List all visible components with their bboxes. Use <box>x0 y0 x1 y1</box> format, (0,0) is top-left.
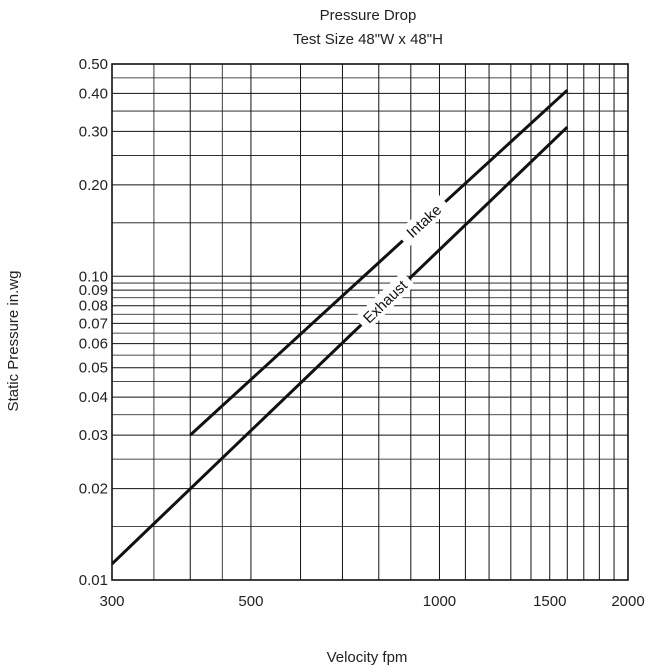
series-lines <box>110 89 569 565</box>
x-axis-label: Velocity fpm <box>327 649 408 666</box>
y-tick-label: 0.20 <box>79 177 108 194</box>
y-tick-label: 0.02 <box>79 481 108 498</box>
y-tick-label: 0.08 <box>79 298 108 315</box>
y-axis-label: Static Pressure in.wg <box>5 271 22 412</box>
series-label-bg <box>354 271 416 332</box>
x-tick-label: 2000 <box>611 593 644 610</box>
y-tick-label: 0.05 <box>79 360 108 377</box>
y-tick-label: 0.07 <box>79 315 108 332</box>
series-label-text: Exhaust <box>360 277 411 327</box>
x-tick-label: 1000 <box>423 593 456 610</box>
y-tick-label: 0.03 <box>79 427 108 444</box>
series-line-intake <box>189 89 569 437</box>
y-tick-labels: 0.01 0.02 0.03 0.04 0.05 0.06 0.070.080.090.10… <box>79 56 108 589</box>
series-label-bg <box>396 194 452 248</box>
grid-minor-y <box>112 77 628 527</box>
chart-title: Pressure Drop <box>320 7 417 24</box>
x-tick-label: 300 <box>99 593 124 610</box>
y-tick-label: 0.06 <box>79 336 108 353</box>
x-tick-label: 1500 <box>533 593 566 610</box>
y-tick-label: 0.50 <box>79 56 108 73</box>
y-tick-label: 0.10 <box>79 268 108 285</box>
y-tick-label: 0.09 <box>79 282 108 299</box>
plot-frame <box>111 63 629 581</box>
x-tick-labels: 300 500 1000 1500 2000 <box>99 593 644 610</box>
y-tick-label: 0.30 <box>79 123 108 140</box>
y-tick-label: 0.01 <box>79 572 108 589</box>
series-label-exhaust: Exhaust <box>354 271 416 332</box>
series-labels: Intake Exhaust <box>354 194 452 332</box>
y-tick-label: 0.40 <box>79 85 108 102</box>
y-tick-label: 0.04 <box>79 389 108 406</box>
x-tick-label: 500 <box>238 593 263 610</box>
series-label-intake: Intake <box>396 194 452 248</box>
chart-subtitle: Test Size 48"W x 48"H <box>293 31 443 48</box>
series-line-exhaust <box>110 126 569 565</box>
